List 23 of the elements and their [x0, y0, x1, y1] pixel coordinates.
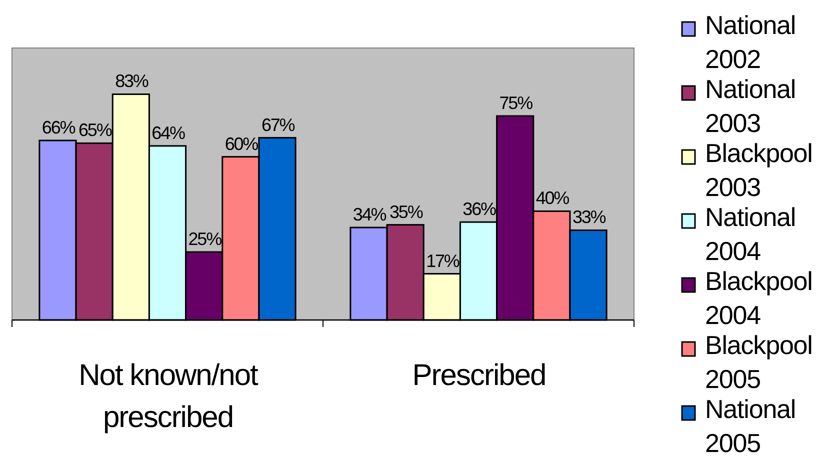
legend-label: National 2002	[705, 10, 796, 74]
data-label: 67%	[261, 114, 296, 135]
data-label: 66%	[42, 117, 76, 138]
legend-label: Blackpool 2004	[705, 266, 812, 330]
legend-label: National 2005	[705, 394, 796, 456]
data-label: 35%	[390, 202, 424, 222]
data-label: 25%	[188, 229, 222, 249]
data-label: 33%	[572, 207, 606, 228]
data-label: 36%	[462, 199, 497, 220]
data-label: 40%	[536, 188, 570, 208]
legend-label: National 2003	[705, 74, 796, 138]
data-label: 75%	[499, 93, 534, 113]
legend-label: Blackpool 2005	[705, 330, 812, 394]
data-label: 64%	[152, 122, 186, 143]
data-label: 60%	[224, 134, 259, 154]
data-label: 34%	[352, 204, 387, 225]
data-label: 83%	[115, 71, 149, 92]
legend-label: Blackpool 2003	[705, 138, 812, 202]
data-label: 65%	[78, 120, 112, 140]
x-tick-label: Not known/not prescribed	[78, 359, 260, 434]
data-label: 17%	[426, 250, 460, 271]
legend-label: National 2004	[705, 202, 796, 266]
x-tick-label: Prescribed	[412, 359, 546, 392]
